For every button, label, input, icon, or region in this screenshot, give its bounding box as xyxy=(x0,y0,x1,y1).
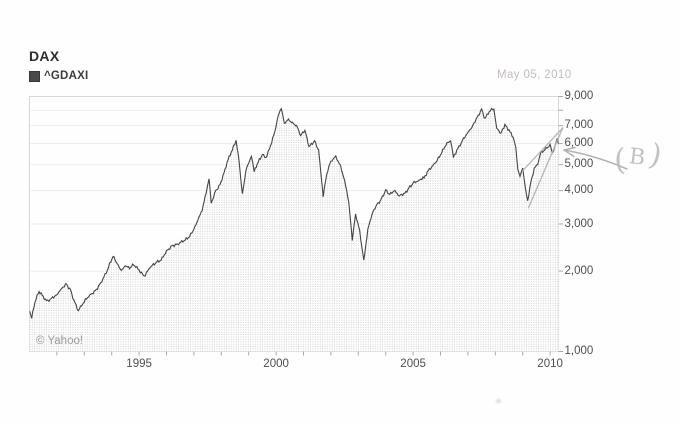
series-swatch-icon xyxy=(29,70,40,82)
y-axis-label: 3,000 xyxy=(564,217,594,230)
handwritten-annotation-B: ( B ) xyxy=(613,137,666,178)
y-axis-label: 1,000 xyxy=(564,345,594,357)
pencil-arrow xyxy=(563,149,628,170)
x-axis-label: 2010 xyxy=(537,357,563,370)
x-axis-label: 2005 xyxy=(400,357,426,370)
area-fill xyxy=(29,108,559,352)
x-axis-label: 2000 xyxy=(263,357,289,370)
pencil-arrowhead xyxy=(563,146,576,158)
yahoo-watermark: © Yahoo! xyxy=(36,335,84,347)
ticker-symbol: ^GDAXI xyxy=(44,70,89,82)
price-line xyxy=(29,107,559,319)
legend: ^GDAXI xyxy=(29,70,88,82)
y-axis-label: 7,000 xyxy=(564,119,594,132)
y-ticks xyxy=(558,96,563,352)
y-axis-label: 6,000 xyxy=(564,137,594,150)
pencil-trend-lines xyxy=(522,127,564,209)
y-axis-label: 4,000 xyxy=(564,184,594,197)
x-ticks xyxy=(56,351,551,356)
y-axis-label: 5,000 xyxy=(564,158,594,171)
chart-date: May 05, 2010 xyxy=(497,69,572,81)
annotation-letter: B xyxy=(627,144,647,171)
x-axis-label: 1995 xyxy=(126,357,152,370)
annotation-paren-open: ( xyxy=(613,142,627,178)
y-axis-label: 2,000 xyxy=(564,264,594,277)
page-title: DAX xyxy=(29,48,60,64)
y-axis-label: 9,000 xyxy=(564,90,594,102)
scan-speck xyxy=(496,399,501,403)
